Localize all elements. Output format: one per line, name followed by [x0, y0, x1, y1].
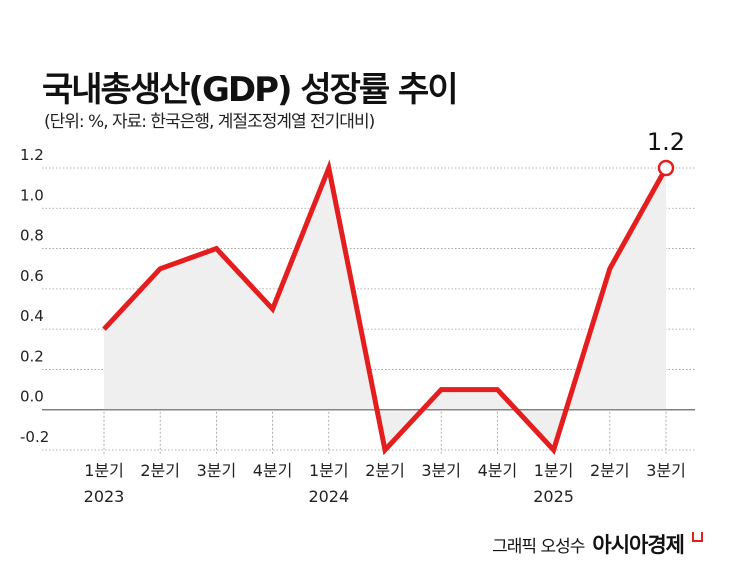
brand-logo: 아시아경제 [592, 533, 685, 557]
x-tick-label: 3분기 [421, 461, 461, 480]
y-tick-label: 0.8 [20, 227, 44, 245]
x-tick-label: 3분기 [646, 461, 686, 480]
credit-author: 그래픽 오성수 [492, 536, 585, 557]
y-tick-label: 0.2 [20, 347, 44, 365]
x-year-label: 2025 [533, 487, 574, 506]
area-fill [104, 168, 666, 450]
x-tick-label: 3분기 [197, 461, 237, 480]
y-tick-label: 1.0 [20, 186, 44, 204]
x-year-label: 2023 [84, 487, 125, 506]
y-tick-label: 0.4 [20, 307, 44, 325]
highlight-point [657, 159, 675, 177]
y-tick-label: 1.2 [20, 146, 44, 164]
y-tick-label: 0.6 [20, 267, 44, 285]
chart-title: 국내총생산(GDP) 성장률 추이 [42, 70, 459, 110]
y-tick-label: -0.2 [20, 428, 49, 446]
x-tick-label: 2분기 [140, 461, 180, 480]
chart-subtitle: (단위: %, 자료: 한국은행, 계절조정계열 전기대비) [44, 112, 375, 132]
x-tick-label: 2분기 [365, 461, 405, 480]
x-tick-label: 1분기 [309, 461, 349, 480]
x-tick-label: 4분기 [478, 461, 518, 480]
x-tick-label: 1분기 [534, 461, 574, 480]
credit: 그래픽 오성수 아시아경제 [492, 529, 703, 559]
annotation-label: 1.2 [647, 128, 685, 156]
y-tick-label: 0.0 [20, 388, 44, 406]
x-tick-label: 1분기 [84, 461, 124, 480]
x-tick-label: 4분기 [253, 461, 293, 480]
brand-mark-icon [692, 532, 703, 542]
x-year-label: 2024 [308, 487, 349, 506]
x-tick-label: 2분기 [590, 461, 630, 480]
